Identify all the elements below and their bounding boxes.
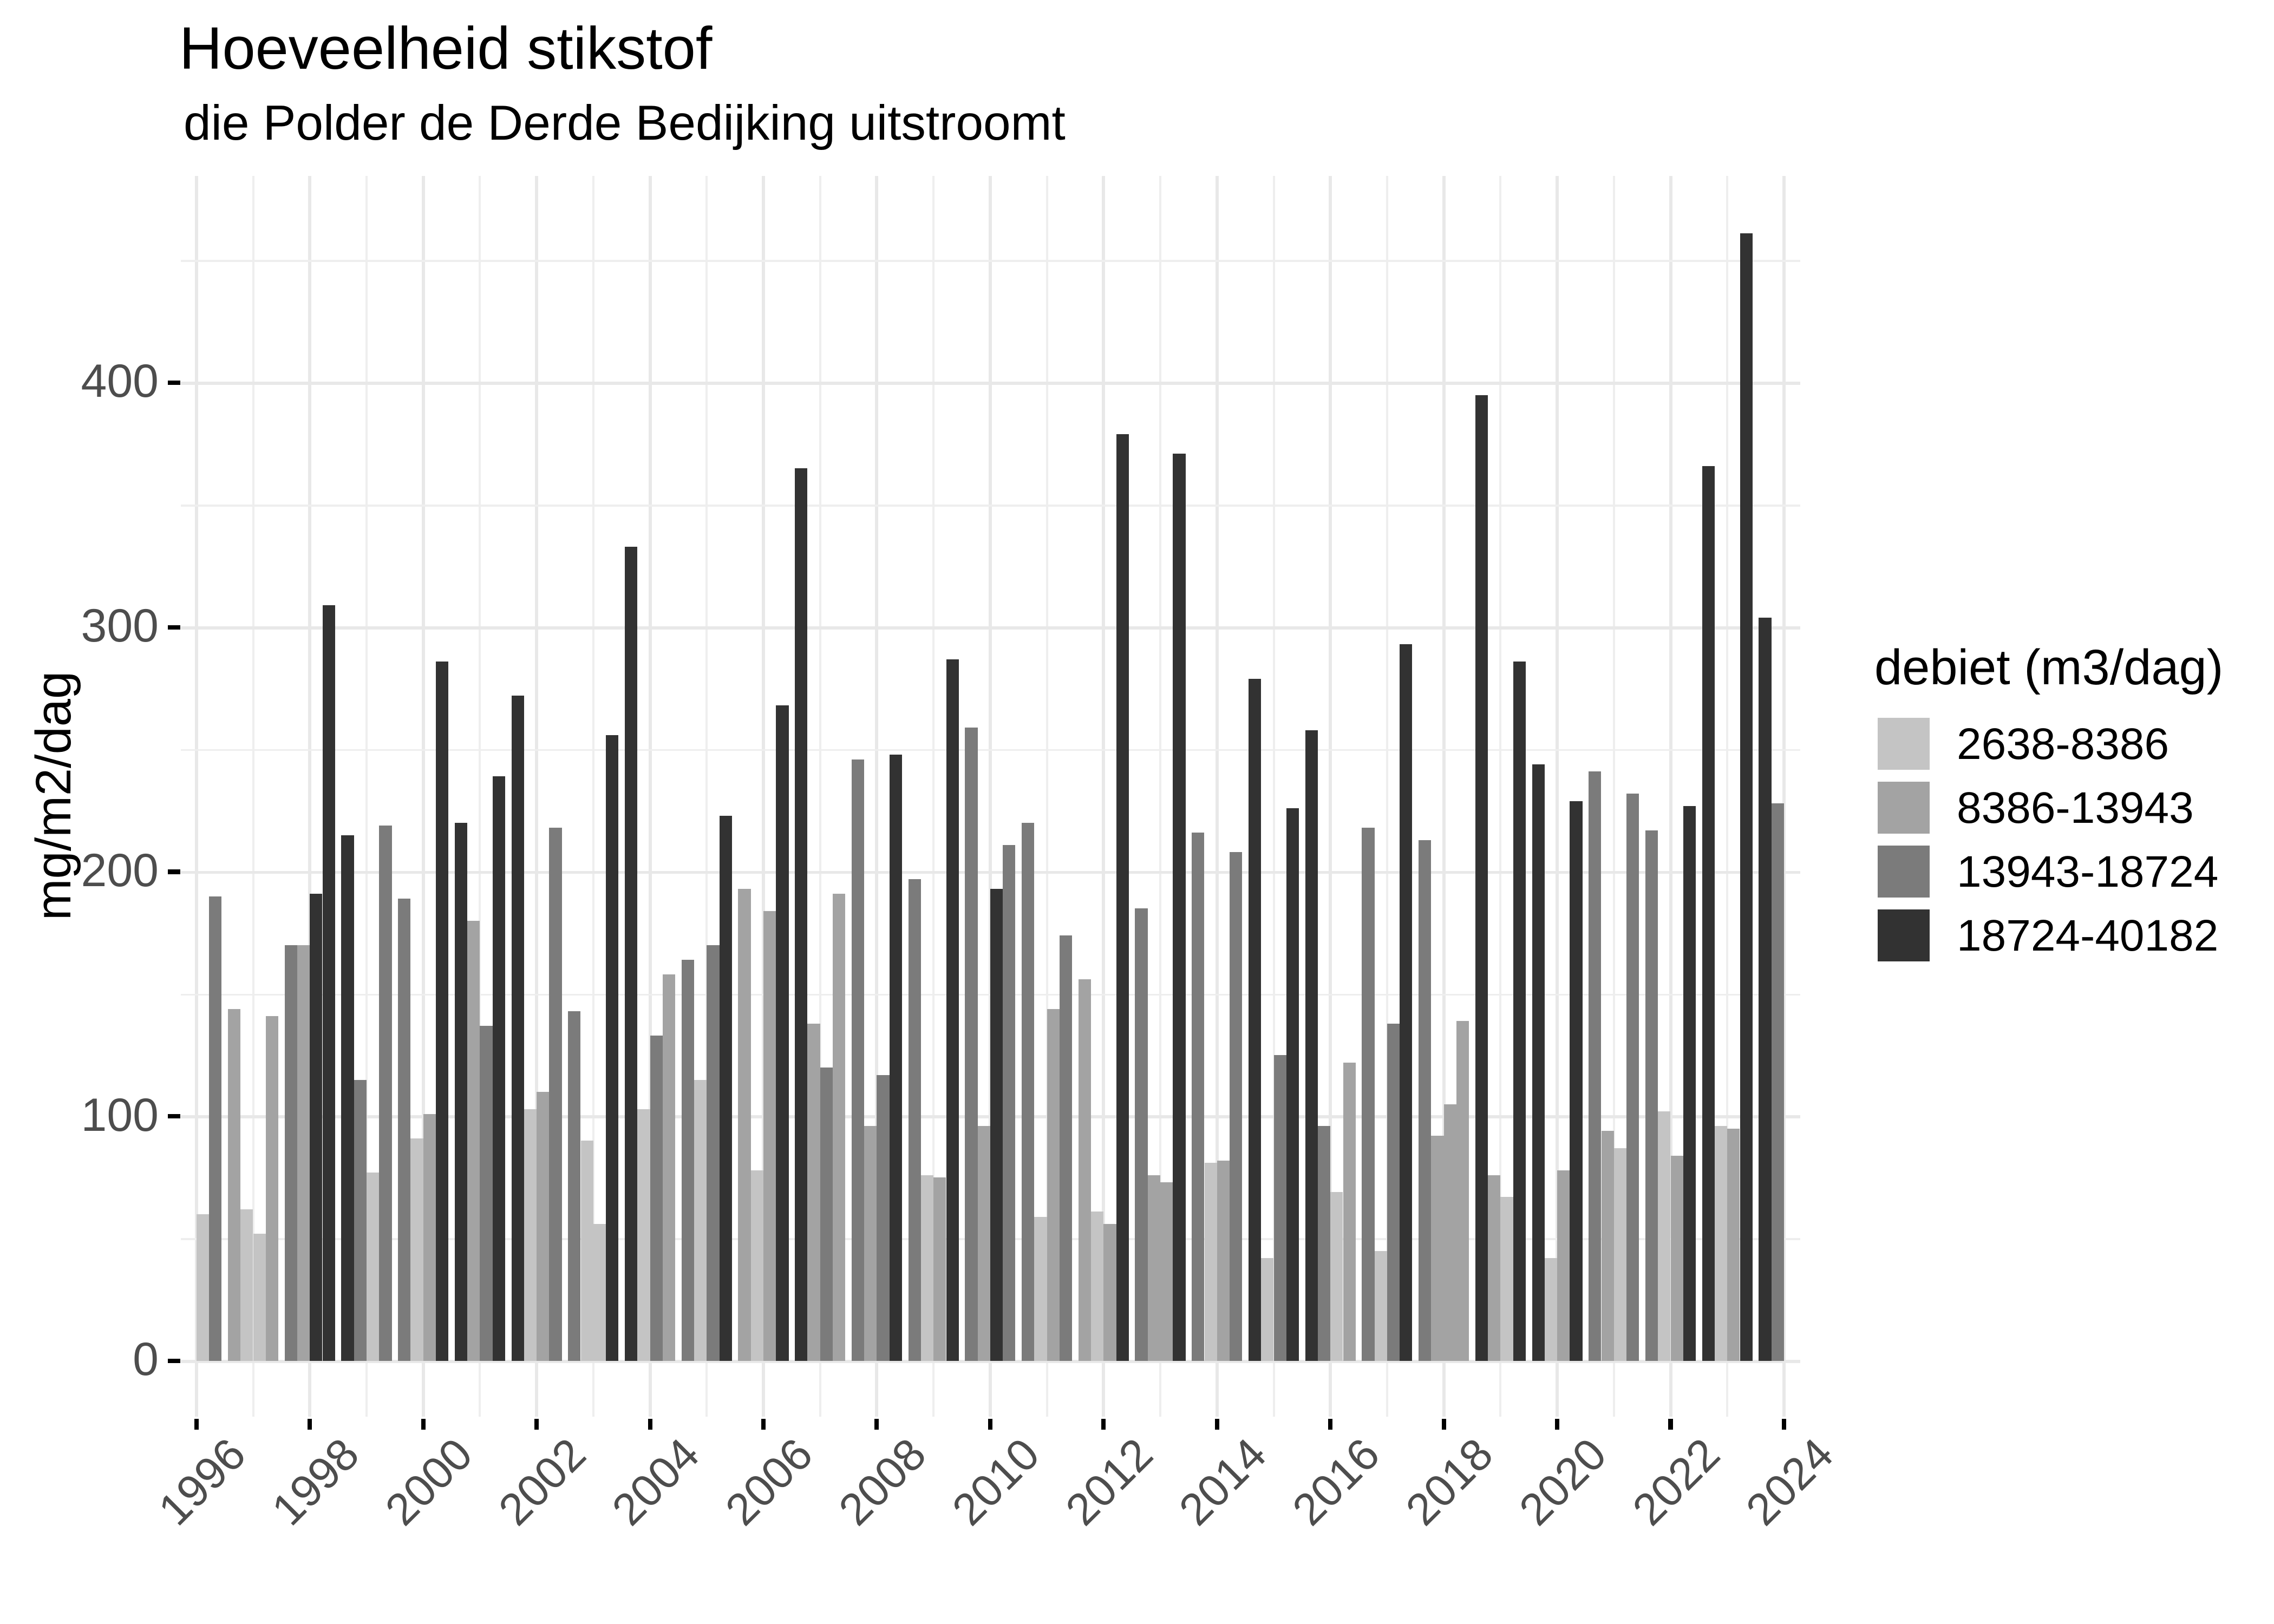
svg-text:1998: 1998 [262,1429,368,1535]
svg-text:2020: 2020 [1510,1429,1616,1535]
svg-text:2000: 2000 [376,1429,482,1535]
svg-text:2022: 2022 [1623,1429,1729,1535]
svg-text:2016: 2016 [1283,1429,1389,1535]
svg-text:2004: 2004 [603,1429,709,1535]
svg-text:2014: 2014 [1169,1429,1276,1535]
svg-text:2018: 2018 [1396,1429,1502,1535]
svg-text:mg/m2/dag: mg/m2/dag [26,671,81,920]
svg-text:2024: 2024 [1736,1429,1842,1535]
svg-text:2010: 2010 [943,1429,1049,1535]
svg-text:2012: 2012 [1056,1429,1162,1535]
svg-text:2008: 2008 [829,1429,935,1535]
svg-text:2002: 2002 [489,1429,595,1535]
svg-text:2006: 2006 [716,1429,822,1535]
svg-text:1996: 1996 [149,1429,255,1535]
